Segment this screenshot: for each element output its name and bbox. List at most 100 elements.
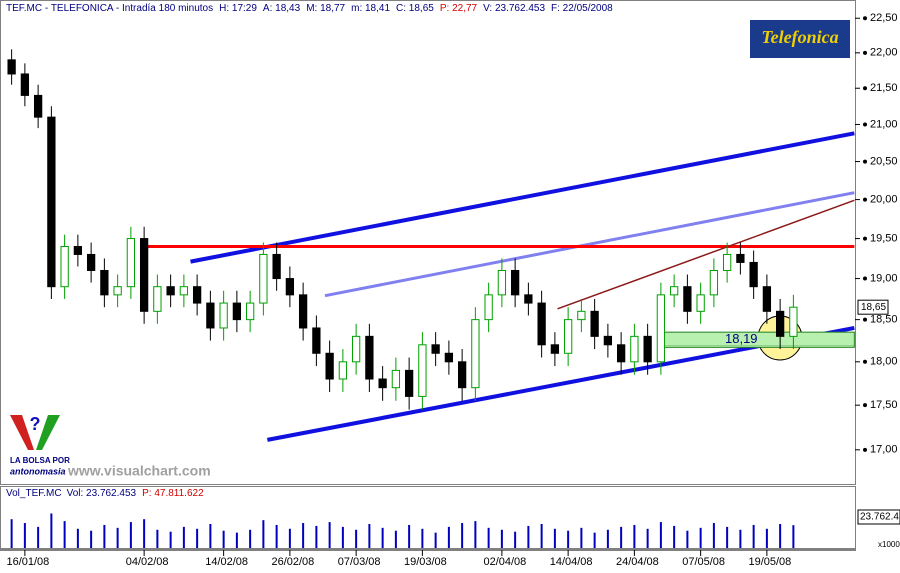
candle-body <box>219 302 228 329</box>
candle-body <box>524 294 533 304</box>
candle-body <box>577 310 586 321</box>
volume-bar <box>673 525 676 548</box>
y-tick-label: 17,00 <box>870 444 898 456</box>
volume-bar <box>275 524 278 548</box>
price-panel <box>0 0 856 485</box>
candle-body <box>365 335 374 380</box>
header-item: F: 22/05/2008 <box>551 3 613 14</box>
brand-url: www.visualchart.com <box>67 463 211 479</box>
y-tick-label: 22,00 <box>870 47 898 59</box>
candle-body <box>166 286 175 296</box>
candle-body <box>139 238 149 312</box>
volume-bar <box>408 524 411 548</box>
candle-body <box>563 319 573 354</box>
volume-bar <box>779 524 782 548</box>
candle-body <box>153 286 162 312</box>
last-price-label: 18,65 <box>861 302 886 313</box>
candle-body <box>113 286 122 296</box>
volume-bar <box>10 519 13 548</box>
x-tick-label: 26/02/08 <box>271 556 314 568</box>
y-tick-dot <box>863 403 867 408</box>
x-tick-label: 14/04/08 <box>550 556 593 568</box>
logo: Telefonica <box>761 27 838 47</box>
trendline <box>324 191 855 298</box>
volume-scale: x1000 <box>878 540 900 549</box>
volume-bar <box>76 528 79 548</box>
candle-body <box>47 116 56 288</box>
candle-body <box>378 378 387 389</box>
volume-bar <box>474 521 477 548</box>
candle-body <box>749 261 758 288</box>
y-tick-label: 19,00 <box>870 272 898 284</box>
volume-title: Vol_TEF.MC <box>6 488 62 499</box>
volume-bar <box>739 529 742 548</box>
candle-body <box>789 306 798 337</box>
candle-body <box>232 302 242 321</box>
candle-body <box>550 344 560 354</box>
volume-bar <box>235 532 238 548</box>
header-item: H: 17:29 <box>219 3 257 14</box>
candle-body <box>497 269 507 296</box>
y-tick-dot <box>863 236 867 241</box>
y-tick-dot <box>863 159 867 164</box>
candle-body <box>245 302 255 321</box>
volume-bar <box>394 530 397 548</box>
volume-bar <box>116 527 119 548</box>
y-tick-label: 20,00 <box>870 193 898 205</box>
volume-bar <box>752 524 755 548</box>
candle-body <box>391 369 401 389</box>
candle-body <box>590 310 599 337</box>
candle-body <box>696 294 705 312</box>
volume-bar <box>421 528 424 548</box>
y-tick-label: 21,50 <box>870 82 898 94</box>
candle-body <box>431 344 440 354</box>
candle-body <box>404 369 414 397</box>
volume-bar <box>341 526 344 548</box>
y-tick-dot <box>863 50 867 55</box>
candle-body <box>325 352 334 380</box>
x-tick-label: 24/04/08 <box>616 556 659 568</box>
candle-body <box>656 294 666 363</box>
volume-bar <box>209 524 212 548</box>
volume-bar <box>553 528 556 548</box>
volume-bar <box>633 524 636 548</box>
trendline <box>557 199 855 310</box>
volume-bar <box>328 522 331 548</box>
candle-body <box>312 327 321 354</box>
candle-body <box>643 335 652 363</box>
volume-bar <box>381 527 384 548</box>
volume-bar <box>37 526 40 548</box>
volume-bar <box>434 532 437 548</box>
volume-bar <box>23 523 26 548</box>
y-tick-dot <box>863 122 867 127</box>
candle-body <box>7 59 16 75</box>
header-item: M: 18,77 <box>306 3 345 14</box>
candle-body <box>762 286 772 312</box>
candle-body <box>736 253 745 263</box>
candle-body <box>126 238 136 288</box>
y-tick-label: 20,50 <box>870 155 898 167</box>
header-text: TEF.MC - TELEFONICA - Intradía 180 minut… <box>6 3 613 14</box>
y-tick-dot <box>863 317 867 322</box>
volume-bar <box>500 529 503 548</box>
volume-bar <box>620 526 623 548</box>
candle-body <box>616 344 626 363</box>
candle-body <box>179 286 189 296</box>
y-tick-label: 17,50 <box>870 399 898 411</box>
brand-icon: ? <box>10 414 60 450</box>
volume-bar <box>129 522 132 548</box>
volume-bar <box>792 525 795 548</box>
volume-bar <box>514 531 517 548</box>
x-tick-label: 19/05/08 <box>748 556 791 568</box>
volume-subtitle: Vol: 23.762.453 <box>67 488 137 499</box>
header-item: TEF.MC - TELEFONICA - Intradía 180 minut… <box>6 3 213 14</box>
y-tick-dot <box>863 447 867 452</box>
volume-bar <box>249 529 252 548</box>
volume-bar <box>593 532 596 548</box>
header-item: C: 18,65 <box>396 3 434 14</box>
x-tick-label: 02/04/08 <box>483 556 526 568</box>
y-tick-dot <box>863 197 867 202</box>
volume-bar <box>368 524 371 548</box>
x-tick-label: 07/03/08 <box>338 556 381 568</box>
x-tick-label: 16/01/08 <box>6 556 49 568</box>
